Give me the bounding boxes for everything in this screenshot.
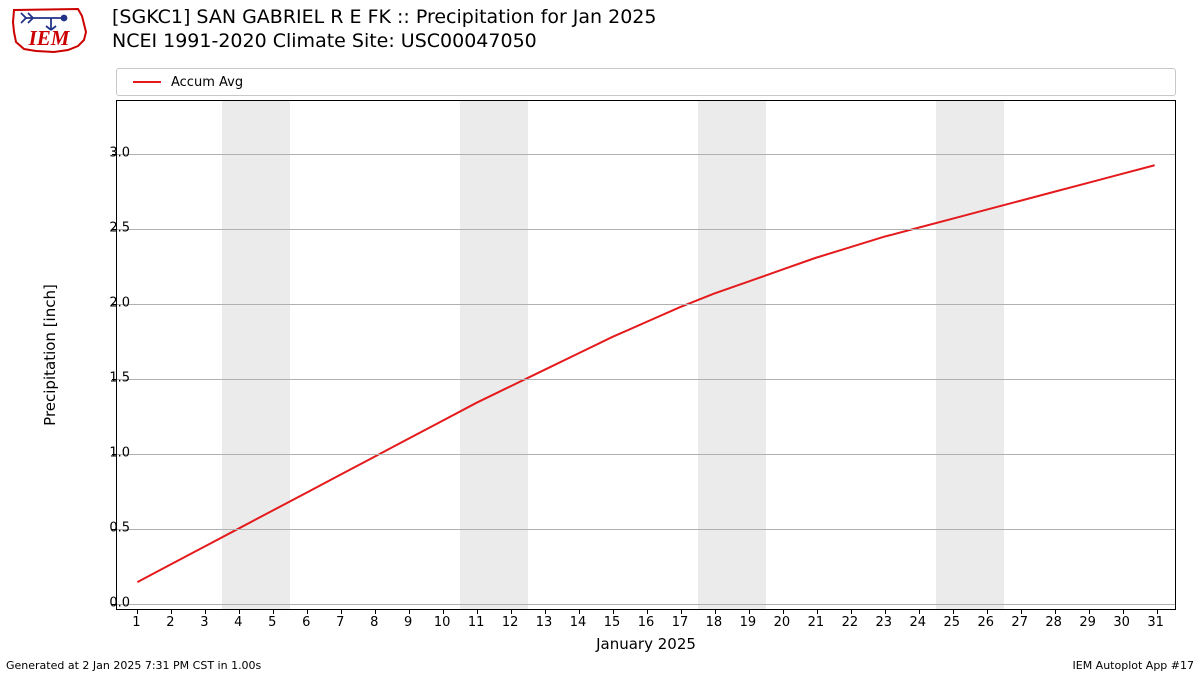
xtick-mark — [715, 609, 716, 614]
xtick-mark — [1089, 609, 1090, 614]
xtick-mark — [1123, 609, 1124, 614]
xtick-label: 15 — [597, 615, 627, 630]
gridline — [117, 379, 1175, 380]
xtick-label: 3 — [189, 615, 219, 630]
xtick-mark — [137, 609, 138, 614]
gridline — [117, 454, 1175, 455]
xtick-mark — [341, 609, 342, 614]
xtick-label: 30 — [1107, 615, 1137, 630]
xtick-mark — [919, 609, 920, 614]
y-axis-label: Precipitation [inch] — [40, 100, 60, 610]
xtick-mark — [953, 609, 954, 614]
xtick-label: 6 — [291, 615, 321, 630]
legend-label: Accum Avg — [171, 75, 243, 90]
xtick-label: 26 — [971, 615, 1001, 630]
xtick-mark — [851, 609, 852, 614]
xtick-mark — [783, 609, 784, 614]
gridline — [117, 229, 1175, 230]
xtick-label: 16 — [631, 615, 661, 630]
xtick-mark — [511, 609, 512, 614]
xtick-mark — [239, 609, 240, 614]
xtick-label: 8 — [359, 615, 389, 630]
legend: Accum Avg — [116, 68, 1176, 96]
xtick-mark — [749, 609, 750, 614]
ytick-label: 0.0 — [85, 595, 130, 610]
plot-area — [116, 100, 1176, 610]
x-axis-label: January 2025 — [116, 635, 1176, 653]
xtick-mark — [273, 609, 274, 614]
xtick-label: 1 — [121, 615, 151, 630]
xtick-label: 29 — [1073, 615, 1103, 630]
ytick-label: 2.0 — [85, 295, 130, 310]
gridline — [117, 604, 1175, 605]
xtick-label: 14 — [563, 615, 593, 630]
xtick-label: 23 — [869, 615, 899, 630]
xtick-label: 4 — [223, 615, 253, 630]
gridline — [117, 154, 1175, 155]
xtick-mark — [375, 609, 376, 614]
xtick-mark — [817, 609, 818, 614]
title-line-1: [SGKC1] SAN GABRIEL R E FK :: Precipitat… — [112, 6, 656, 28]
xtick-mark — [477, 609, 478, 614]
xtick-label: 19 — [733, 615, 763, 630]
xtick-label: 2 — [155, 615, 185, 630]
xtick-label: 9 — [393, 615, 423, 630]
title-line-2: NCEI 1991-2020 Climate Site: USC00047050 — [112, 30, 656, 52]
ytick-label: 3.0 — [85, 145, 130, 160]
xtick-label: 25 — [937, 615, 967, 630]
chart-title: [SGKC1] SAN GABRIEL R E FK :: Precipitat… — [112, 6, 656, 52]
xtick-mark — [171, 609, 172, 614]
xtick-mark — [885, 609, 886, 614]
xtick-mark — [1157, 609, 1158, 614]
xtick-label: 5 — [257, 615, 287, 630]
iem-logo: IEM — [6, 4, 96, 59]
xtick-label: 17 — [665, 615, 695, 630]
xtick-mark — [1021, 609, 1022, 614]
gridline — [117, 304, 1175, 305]
xtick-mark — [443, 609, 444, 614]
xtick-label: 24 — [903, 615, 933, 630]
xtick-mark — [205, 609, 206, 614]
line-series — [117, 101, 1175, 609]
xtick-label: 20 — [767, 615, 797, 630]
xtick-mark — [681, 609, 682, 614]
xtick-label: 13 — [529, 615, 559, 630]
xtick-mark — [647, 609, 648, 614]
xtick-mark — [545, 609, 546, 614]
footer-app: IEM Autoplot App #17 — [1073, 659, 1195, 672]
xtick-mark — [1055, 609, 1056, 614]
xtick-mark — [579, 609, 580, 614]
footer-generated: Generated at 2 Jan 2025 7:31 PM CST in 1… — [6, 659, 261, 672]
xtick-label: 31 — [1141, 615, 1171, 630]
xtick-label: 28 — [1039, 615, 1069, 630]
xtick-mark — [613, 609, 614, 614]
xtick-label: 18 — [699, 615, 729, 630]
ytick-label: 1.0 — [85, 445, 130, 460]
xtick-label: 22 — [835, 615, 865, 630]
ytick-label: 2.5 — [85, 220, 130, 235]
xtick-mark — [987, 609, 988, 614]
xtick-label: 21 — [801, 615, 831, 630]
ytick-label: 1.5 — [85, 370, 130, 385]
ytick-label: 0.5 — [85, 520, 130, 535]
legend-swatch — [133, 81, 161, 83]
xtick-label: 7 — [325, 615, 355, 630]
xtick-label: 27 — [1005, 615, 1035, 630]
xtick-mark — [409, 609, 410, 614]
svg-text:IEM: IEM — [28, 26, 71, 50]
xtick-label: 10 — [427, 615, 457, 630]
gridline — [117, 529, 1175, 530]
xtick-label: 12 — [495, 615, 525, 630]
xtick-mark — [307, 609, 308, 614]
xtick-label: 11 — [461, 615, 491, 630]
